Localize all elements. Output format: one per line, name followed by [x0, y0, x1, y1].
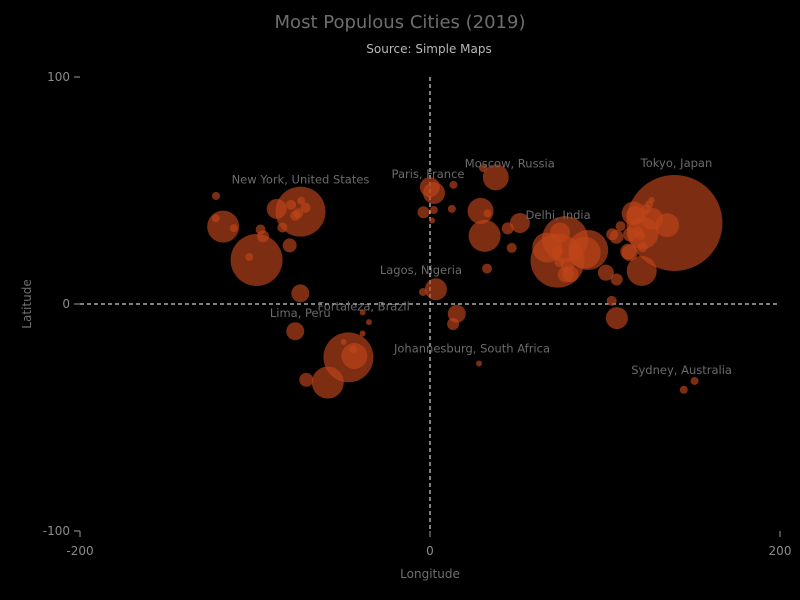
city-label: Tokyo, Japan [640, 156, 713, 170]
city-bubble [679, 385, 688, 394]
city-bubble [467, 197, 494, 224]
city-label: Johannesburg, South Africa [393, 341, 550, 355]
city-label: Sydney, Australia [631, 363, 732, 377]
city-bubble [447, 317, 460, 330]
city-bubble [506, 242, 517, 253]
city-bubble [482, 164, 509, 191]
city-bubble [255, 224, 266, 235]
chart-title: Most Populous Cities (2019) [275, 12, 526, 33]
city-bubble [449, 180, 458, 189]
city-bubble [476, 360, 482, 367]
city-bubble [429, 217, 436, 224]
city-bubble [554, 257, 565, 268]
city-bubble [419, 177, 440, 198]
city-label: Delhi, India [526, 208, 591, 222]
city-bubble [341, 342, 368, 369]
y-tick-label: 100 [47, 70, 70, 84]
x-tick-label: -200 [66, 544, 93, 558]
city-bubble [286, 199, 297, 210]
city-bubble [568, 236, 601, 269]
city-bubble [297, 196, 306, 205]
city-bubble [230, 233, 283, 286]
city-bubble [482, 263, 493, 274]
city-bubble [299, 372, 314, 387]
city-bubble [447, 204, 456, 213]
city-bubble [429, 206, 438, 215]
city-bubble [615, 221, 626, 232]
city-bubble [266, 198, 287, 219]
city-bubble [424, 278, 447, 301]
city-bubble [637, 242, 648, 253]
city-bubble [282, 238, 297, 253]
y-tick-label: 0 [62, 297, 70, 311]
x-tick-label: 0 [426, 544, 434, 558]
city-bubble [479, 164, 488, 173]
city-bubble [690, 376, 699, 385]
city-bubble [290, 210, 301, 221]
city-bubble [501, 222, 514, 235]
city-label: Lima, Peru [270, 306, 331, 320]
city-bubble [483, 209, 492, 218]
city-bubble [245, 253, 254, 262]
city-label: Lagos, Nigeria [380, 263, 462, 277]
city-bubble [359, 330, 366, 337]
city-bubble [211, 191, 220, 200]
city-bubble [648, 197, 655, 204]
city-bubble [597, 264, 614, 281]
city-bubble [610, 273, 623, 286]
city-bubble [468, 219, 501, 252]
city-bubble [621, 244, 638, 261]
city-bubble [277, 222, 288, 233]
city-bubble [606, 228, 619, 241]
city-bubble [605, 307, 628, 330]
city-bubble [606, 295, 617, 306]
city-bubble [551, 245, 564, 258]
city-bubble [286, 322, 305, 341]
city-label: New York, United States [232, 173, 370, 187]
city-bubble [419, 287, 427, 296]
city-bubble [300, 202, 311, 213]
y-tick-label: -100 [43, 524, 70, 538]
city-bubble [365, 319, 372, 326]
city-bubble [635, 230, 646, 241]
x-tick-label: 200 [769, 544, 792, 558]
city-bubble [291, 284, 310, 303]
city-bubble [550, 222, 571, 243]
city-label: Paris, France [392, 167, 465, 181]
city-bubble [626, 255, 657, 286]
city-bubble [509, 212, 530, 233]
y-axis-label: Latitude [20, 279, 34, 328]
city-bubble [229, 224, 238, 233]
city-label: Moscow, Russia [465, 156, 555, 170]
city-bubble [311, 366, 344, 399]
chart-subtitle: Source: Simple Maps [366, 42, 491, 56]
city-label: Fortaleza, Brazil [317, 299, 409, 313]
city-bubble [417, 206, 430, 219]
city-bubble [359, 309, 366, 316]
city-bubble [626, 206, 645, 225]
city-bubble [211, 214, 220, 223]
x-axis-label: Longitude [400, 567, 460, 581]
city-bubble [349, 345, 358, 354]
city-bubble [340, 338, 347, 345]
